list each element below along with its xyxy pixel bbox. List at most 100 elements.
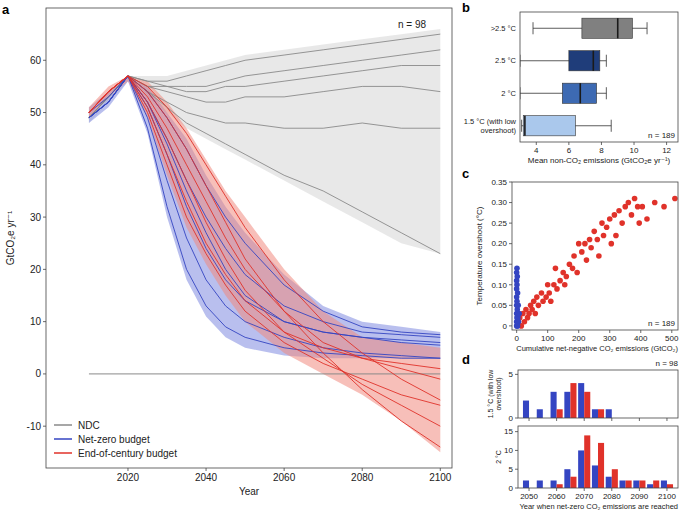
box-median <box>524 116 526 136</box>
x-tick-label: 2060 <box>273 472 296 483</box>
scatter-point <box>626 200 632 206</box>
reference-line <box>89 373 440 374</box>
bar <box>557 484 563 488</box>
text-line: >2.5 °C <box>491 24 517 33</box>
text-line: 1.5 °C (with low <box>487 369 495 419</box>
scatter-point <box>539 290 545 296</box>
legend-swatch <box>54 452 72 454</box>
y-tick <box>43 60 46 61</box>
y-tick-label: 50 <box>30 107 42 118</box>
bar <box>523 401 529 418</box>
x-tick-label: 12 <box>662 146 671 155</box>
bar <box>564 469 570 488</box>
bar <box>578 383 584 418</box>
scatter-point <box>546 290 552 296</box>
scatter-point <box>587 237 593 243</box>
y-tick <box>515 469 518 470</box>
scatter-point <box>514 266 520 272</box>
series-line <box>89 76 440 426</box>
scatter-point <box>595 237 601 243</box>
annotation: n = 189 <box>648 131 675 140</box>
scatter-point <box>632 196 638 202</box>
scatter-point <box>579 249 585 255</box>
x-tick-label: 2040 <box>195 472 218 483</box>
category-label: 2.5 °C <box>495 56 517 65</box>
bar <box>598 409 604 418</box>
y-tick <box>515 374 518 375</box>
y-tick-label: 20 <box>30 264 42 275</box>
scatter-point <box>582 241 588 247</box>
scatter-point <box>640 204 646 210</box>
legend-label: End-of-century budget <box>78 448 177 459</box>
panel-label: d <box>462 352 470 367</box>
x-tick <box>440 468 441 471</box>
x-tick <box>362 468 363 471</box>
bar <box>598 443 604 488</box>
bar <box>578 450 584 488</box>
bar <box>537 409 543 418</box>
y-axis-label: Temperature overshoot (°C) <box>475 206 484 305</box>
plot-frame <box>46 8 452 468</box>
bar <box>661 480 667 488</box>
plot-frame <box>518 370 678 418</box>
scatter-point <box>570 266 576 272</box>
x-axis-label: Mean non-CO₂ emissions (GtCO₂e yr⁻¹) <box>528 156 671 165</box>
series-line <box>89 76 440 335</box>
x-tick <box>547 330 548 333</box>
x-tick <box>666 488 667 491</box>
box <box>523 116 575 136</box>
legend-swatch <box>54 424 72 426</box>
x-axis-label: Cumulative net-negative CO₂ emissions (G… <box>516 344 678 353</box>
scatter-point <box>574 270 580 276</box>
scatter-point <box>604 224 610 230</box>
y-tick <box>43 321 46 322</box>
x-tick-label: 2080 <box>351 472 374 483</box>
text-line: overshoot) <box>495 377 503 410</box>
series-line <box>89 76 440 447</box>
y-tick-label: 0 <box>35 368 41 379</box>
plot-frame <box>520 12 678 142</box>
y-tick-label: 0.25 <box>491 219 507 228</box>
scatter-point <box>515 323 521 329</box>
bar <box>557 409 563 418</box>
plot-area-a <box>89 29 440 452</box>
scatter-point <box>601 233 607 239</box>
y-tick <box>515 431 518 432</box>
y-tick <box>509 284 512 285</box>
series-line <box>89 76 440 345</box>
y-tick <box>509 243 512 244</box>
x-tick-label: 8 <box>599 146 604 155</box>
bar <box>612 469 618 488</box>
x-tick <box>671 330 672 333</box>
x-tick <box>584 488 585 491</box>
scatter-point <box>516 311 522 317</box>
scatter-point <box>576 241 582 247</box>
bar <box>639 480 645 488</box>
panel-label: b <box>462 0 470 15</box>
series-line <box>89 76 440 379</box>
plot-area-d <box>523 383 612 418</box>
x-tick <box>206 468 207 471</box>
y-tick <box>515 450 518 451</box>
y-tick-label: 0 <box>509 484 514 493</box>
scatter-point <box>652 200 658 206</box>
box-whisker-cap <box>521 120 522 132</box>
scatter-point <box>644 216 650 222</box>
envelope <box>89 29 440 254</box>
x-tick-label: 2050 <box>520 492 538 501</box>
x-tick <box>611 418 612 421</box>
annotation: n = 189 <box>648 319 675 328</box>
box-median <box>617 18 619 38</box>
x-tick-label: 2070 <box>575 492 593 501</box>
x-tick <box>639 418 640 421</box>
x-axis-label: Year when net-zero CO₂ emissions are rea… <box>519 502 678 511</box>
scatter-point <box>514 323 520 329</box>
text-line: 2 °C <box>495 450 502 464</box>
y-tick <box>43 112 46 113</box>
bar <box>592 465 598 488</box>
scatter-point <box>584 257 590 263</box>
x-tick <box>536 142 537 145</box>
y-tick <box>43 164 46 165</box>
y-axis-label: 1.5 °C (with lowovershoot) <box>487 369 503 419</box>
x-tick-label: 2100 <box>429 472 452 483</box>
